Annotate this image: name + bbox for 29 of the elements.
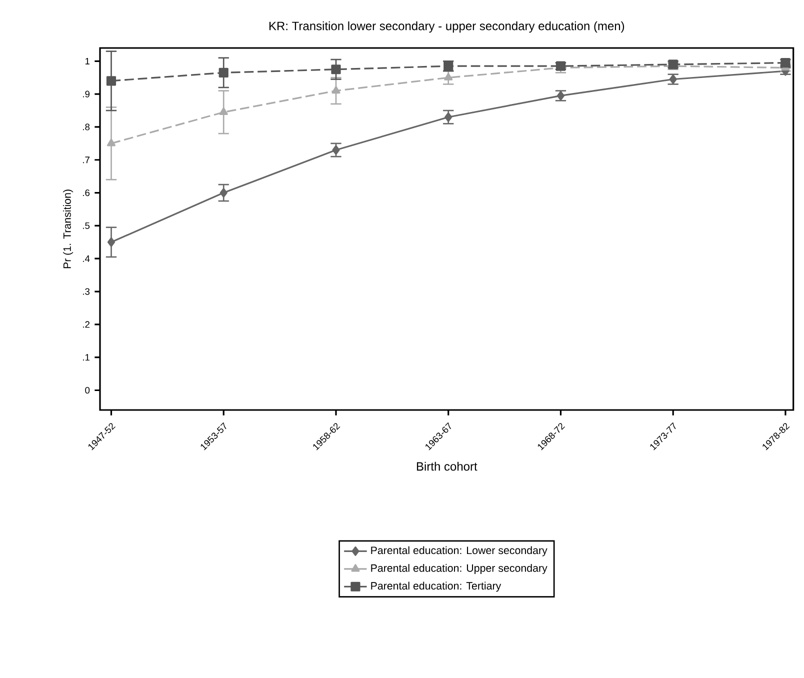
- y-tick-label: .1: [83, 354, 90, 361]
- point: [669, 74, 677, 84]
- y-tick-label: 0: [85, 386, 90, 394]
- point: [331, 64, 341, 74]
- legend-label: Parental education: Lower secondary: [371, 546, 548, 556]
- y-tick-label: .4: [83, 255, 90, 262]
- y-tick-label: .5: [83, 222, 90, 229]
- point: [107, 237, 116, 247]
- y-tick-label: .2: [83, 321, 90, 328]
- point: [106, 138, 116, 146]
- legend-label: Parental education: Tertiary: [371, 582, 502, 592]
- point: [332, 145, 340, 155]
- y-tick-label: .7: [83, 156, 90, 164]
- y-tick-label: .3: [83, 288, 90, 295]
- y-tick-label: .6: [83, 190, 90, 196]
- point: [219, 107, 228, 115]
- chart-title: KR: Transition lower secondary - upper secondary education (men): [269, 21, 624, 33]
- point: [444, 112, 452, 122]
- point: [444, 72, 453, 80]
- legend-label: Parental education: Upper secondary: [371, 564, 548, 574]
- y-tick-label: 1: [85, 58, 90, 64]
- point: [106, 76, 116, 86]
- y-tick-label: .9: [83, 90, 90, 98]
- y-axis-title: Pr (1. Transition): [63, 190, 74, 268]
- point: [332, 86, 340, 94]
- point: [220, 188, 228, 198]
- y-tick-label: .8: [83, 124, 90, 130]
- x-axis-title: Birth cohort: [416, 462, 478, 471]
- point: [218, 68, 228, 78]
